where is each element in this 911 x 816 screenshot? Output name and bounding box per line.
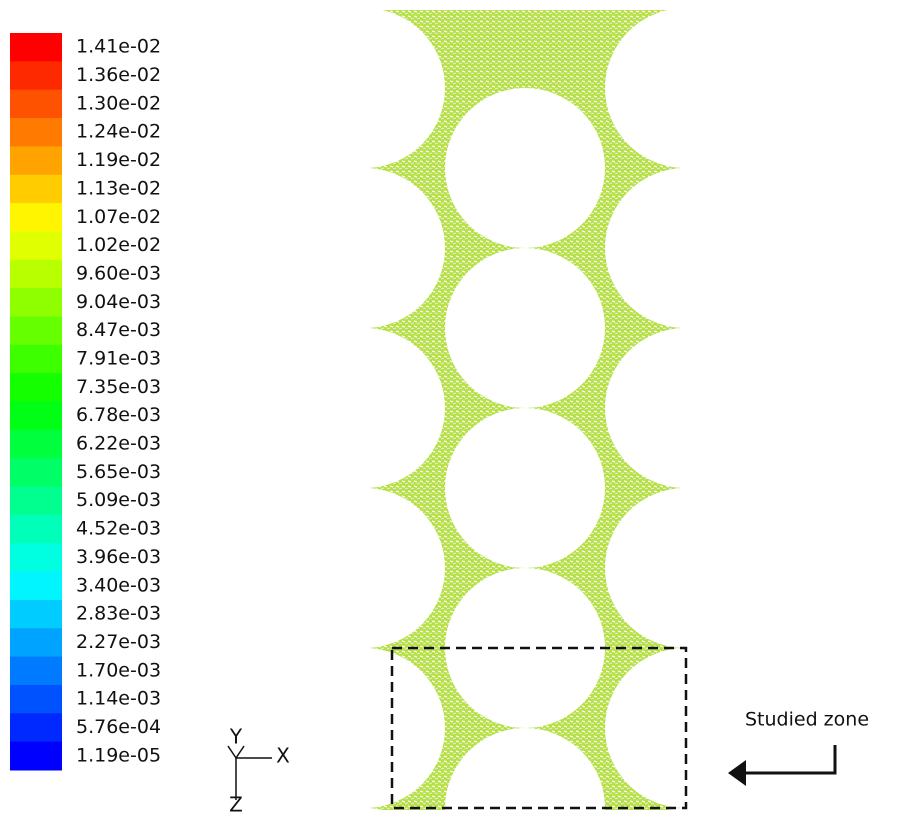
colorbar-label: 6.78e-03 <box>76 404 161 426</box>
colorbar-band <box>10 458 62 488</box>
colorbar-label: 2.27e-03 <box>76 631 161 653</box>
colorbar-band <box>10 429 62 459</box>
colorbar-label: 5.65e-03 <box>76 461 161 483</box>
colorbar-band <box>10 571 62 601</box>
colorbar-label: 1.30e-02 <box>76 92 161 114</box>
colorbar-band <box>10 401 62 431</box>
colorbar-band <box>10 713 62 743</box>
axis-x-label: X <box>276 744 290 768</box>
colorbar-label: 5.09e-03 <box>76 489 161 511</box>
velocity-field <box>370 10 680 810</box>
colorbar-band <box>10 33 62 62</box>
colorbar-band <box>10 61 62 91</box>
colorbar-band <box>10 543 62 573</box>
colorbar-band <box>10 514 62 544</box>
colorbar-label: 1.02e-02 <box>76 234 161 256</box>
colorbar-label: 3.96e-03 <box>76 546 161 568</box>
colorbar-band <box>10 231 62 261</box>
colorbar-band <box>10 146 62 176</box>
colorbar-label: 1.41e-02 <box>76 36 161 58</box>
axis-z-label: Z <box>229 793 243 816</box>
colorbar-label: 6.22e-03 <box>76 433 161 455</box>
axis-y-label: Y <box>229 725 243 749</box>
colorbar-label: 7.91e-03 <box>76 347 161 369</box>
colorbar-label: 9.60e-03 <box>76 262 161 284</box>
colorbar-label: 5.76e-04 <box>76 716 161 738</box>
studied-zone-box <box>390 646 688 810</box>
colorbar-label: 1.36e-02 <box>76 64 161 86</box>
colorbar-band <box>10 599 62 629</box>
colorbar-band <box>10 118 62 147</box>
colorbar-label: 1.19e-05 <box>76 744 161 766</box>
colorbar-band <box>10 656 62 686</box>
colorbar-label: 4.52e-03 <box>76 518 161 540</box>
axis-triad <box>227 745 272 800</box>
colorbar-band <box>10 486 62 516</box>
colorbar-label: 1.07e-02 <box>76 206 161 228</box>
colorbar-label: 1.19e-02 <box>76 149 161 171</box>
colorbar-label: 1.24e-02 <box>76 121 161 143</box>
colorbar-band <box>10 373 62 402</box>
colorbar-band <box>10 89 62 119</box>
colorbar-band <box>10 344 62 374</box>
colorbar-band <box>10 288 62 317</box>
colorbar-band <box>10 684 62 714</box>
arrow <box>728 745 837 786</box>
colorbar-band <box>10 316 62 346</box>
colorbar-band <box>10 203 62 232</box>
colorbar-label: 1.13e-02 <box>76 177 161 199</box>
colorbar-label: 2.83e-03 <box>76 603 161 625</box>
colorbar-label: 3.40e-03 <box>76 574 161 596</box>
colorbar-label: 1.70e-03 <box>76 659 161 681</box>
colorbar-label: 9.04e-03 <box>76 291 161 313</box>
colorbar <box>10 33 62 771</box>
colorbar-band <box>10 741 62 771</box>
colorbar-band <box>10 628 62 658</box>
colorbar-band <box>10 259 62 289</box>
colorbar-label: 1.14e-03 <box>76 688 161 710</box>
colorbar-label: 8.47e-03 <box>76 319 161 341</box>
annotation: Studied zone <box>745 709 869 731</box>
labels: 1.41e-02 1.36e-02 1.30e-02 1.24e-02 1.19e-02… <box>76 36 161 767</box>
colorbar-band <box>10 174 62 204</box>
colorbar-label: 7.35e-03 <box>76 376 161 398</box>
